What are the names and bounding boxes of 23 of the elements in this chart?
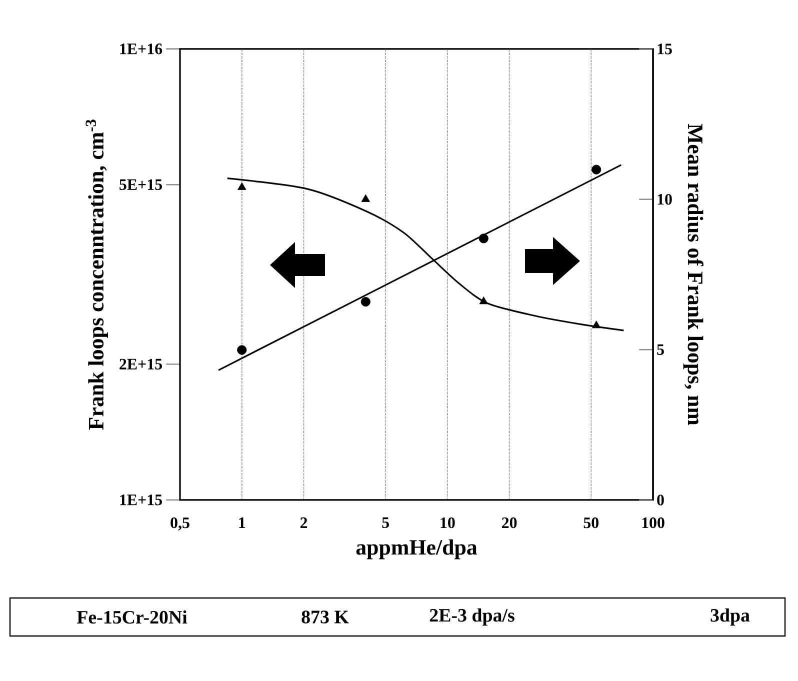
y2-axis-title: Mean radius of Frank loops, nm (683, 124, 704, 426)
y-axis-title: Frank loops concenntration, cm$^{-3}$ (86, 120, 108, 430)
text: Fe-15Cr-20Ni (76, 610, 188, 624)
y-tick-label: 5E+15 (120, 179, 162, 190)
x-tick-label: 10 (440, 517, 455, 528)
y2-tick-label: 0 (657, 494, 664, 506)
y-tick-label: 2E+15 (120, 358, 162, 370)
x-tick-label: 100 (642, 517, 664, 528)
text: 873 K (302, 610, 349, 624)
x-tick-label: 2 (300, 517, 308, 528)
text: 3dpa (710, 608, 750, 626)
x-axis-title: appmHe/dpa (356, 539, 478, 560)
x-tick-label: 20 (502, 517, 517, 528)
y-tick-label: 1E+16 (120, 44, 162, 54)
text: 2E-3 dpa/s (430, 608, 514, 626)
x-tick-label: 50 (584, 517, 598, 528)
y2-tick-label: 15 (658, 44, 672, 54)
x-tick-label: 5 (382, 517, 389, 528)
x-tick-label: 1 (239, 517, 246, 528)
y2-tick-label: 10 (658, 194, 672, 205)
y2-tick-label: 5 (657, 344, 664, 355)
x-tick-label: 0,5 (170, 517, 190, 530)
y-tick-label: 1E+15 (120, 494, 162, 506)
